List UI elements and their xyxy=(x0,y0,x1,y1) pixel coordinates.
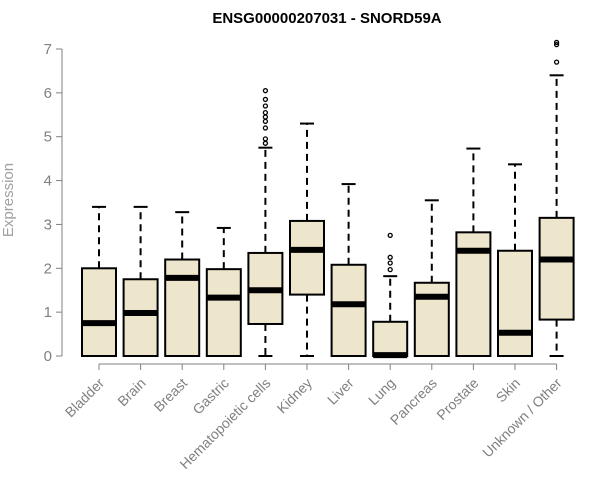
chart-title: ENSG00000207031 - SNORD59A xyxy=(212,10,441,27)
outlier-point xyxy=(262,103,269,109)
box-skin xyxy=(497,163,533,357)
box-liver xyxy=(330,183,367,357)
x-tick-label: Skin xyxy=(493,375,524,406)
box-pancreas xyxy=(413,199,450,358)
x-tick-label: Kidney xyxy=(274,375,316,417)
x-tick-label: Liver xyxy=(324,375,357,408)
x-tick-label: Breast xyxy=(150,375,190,415)
iqr-box xyxy=(164,258,201,357)
y-tick-label: 7 xyxy=(44,41,52,58)
boxes xyxy=(81,39,575,359)
iqr-box xyxy=(81,267,117,357)
y-tick-label: 5 xyxy=(44,129,52,146)
iqr-box xyxy=(413,281,450,358)
box-kidney xyxy=(289,122,325,357)
y-tick-label: 6 xyxy=(44,85,52,102)
iqr-box xyxy=(497,249,533,357)
outlier-point xyxy=(553,59,560,65)
iqr-box xyxy=(330,263,367,357)
box-gastric xyxy=(205,226,242,358)
y-tick-label: 2 xyxy=(44,260,52,277)
outlier-point xyxy=(387,266,393,273)
iqr-box xyxy=(372,320,409,358)
box-lung xyxy=(372,232,409,359)
y-tick-label: 1 xyxy=(44,304,52,321)
x-tick-label: Bladder xyxy=(62,375,108,421)
outlier-point xyxy=(262,140,269,146)
box-prostate xyxy=(455,147,492,357)
x-tick-label: Prostate xyxy=(433,375,481,423)
outlier-point xyxy=(262,118,269,125)
outlier-point xyxy=(387,254,393,260)
y-axis-label: Expression xyxy=(0,163,17,237)
box-bladder xyxy=(81,205,117,357)
x-tick-label: Unknown / Other xyxy=(479,375,565,461)
iqr-box xyxy=(122,278,159,357)
outlier-point xyxy=(553,41,560,48)
box-brain xyxy=(122,205,159,357)
y-axis: 0 1 2 3 4 5 6 7 xyxy=(44,41,63,365)
outlier-point xyxy=(387,260,393,266)
y-tick-label: 3 xyxy=(44,216,52,233)
outlier-point xyxy=(387,232,393,239)
outlier-point xyxy=(262,136,269,142)
box-breast xyxy=(164,211,201,357)
y-tick-label: 4 xyxy=(44,173,52,190)
outlier-point xyxy=(262,88,269,94)
y-tick-label: 0 xyxy=(44,348,52,365)
box-unknown-other xyxy=(538,39,575,357)
x-tick-label: Lung xyxy=(365,375,398,408)
outlier-point xyxy=(262,109,269,116)
outlier-point xyxy=(262,114,269,120)
x-tick-label: Brain xyxy=(114,375,148,409)
iqr-box xyxy=(289,219,325,296)
outlier-point xyxy=(262,125,269,131)
iqr-box xyxy=(205,268,242,358)
iqr-box xyxy=(538,216,575,321)
outlier-point xyxy=(553,39,560,46)
box-hematopoietic-cells xyxy=(247,88,284,357)
outlier-point xyxy=(262,96,269,103)
